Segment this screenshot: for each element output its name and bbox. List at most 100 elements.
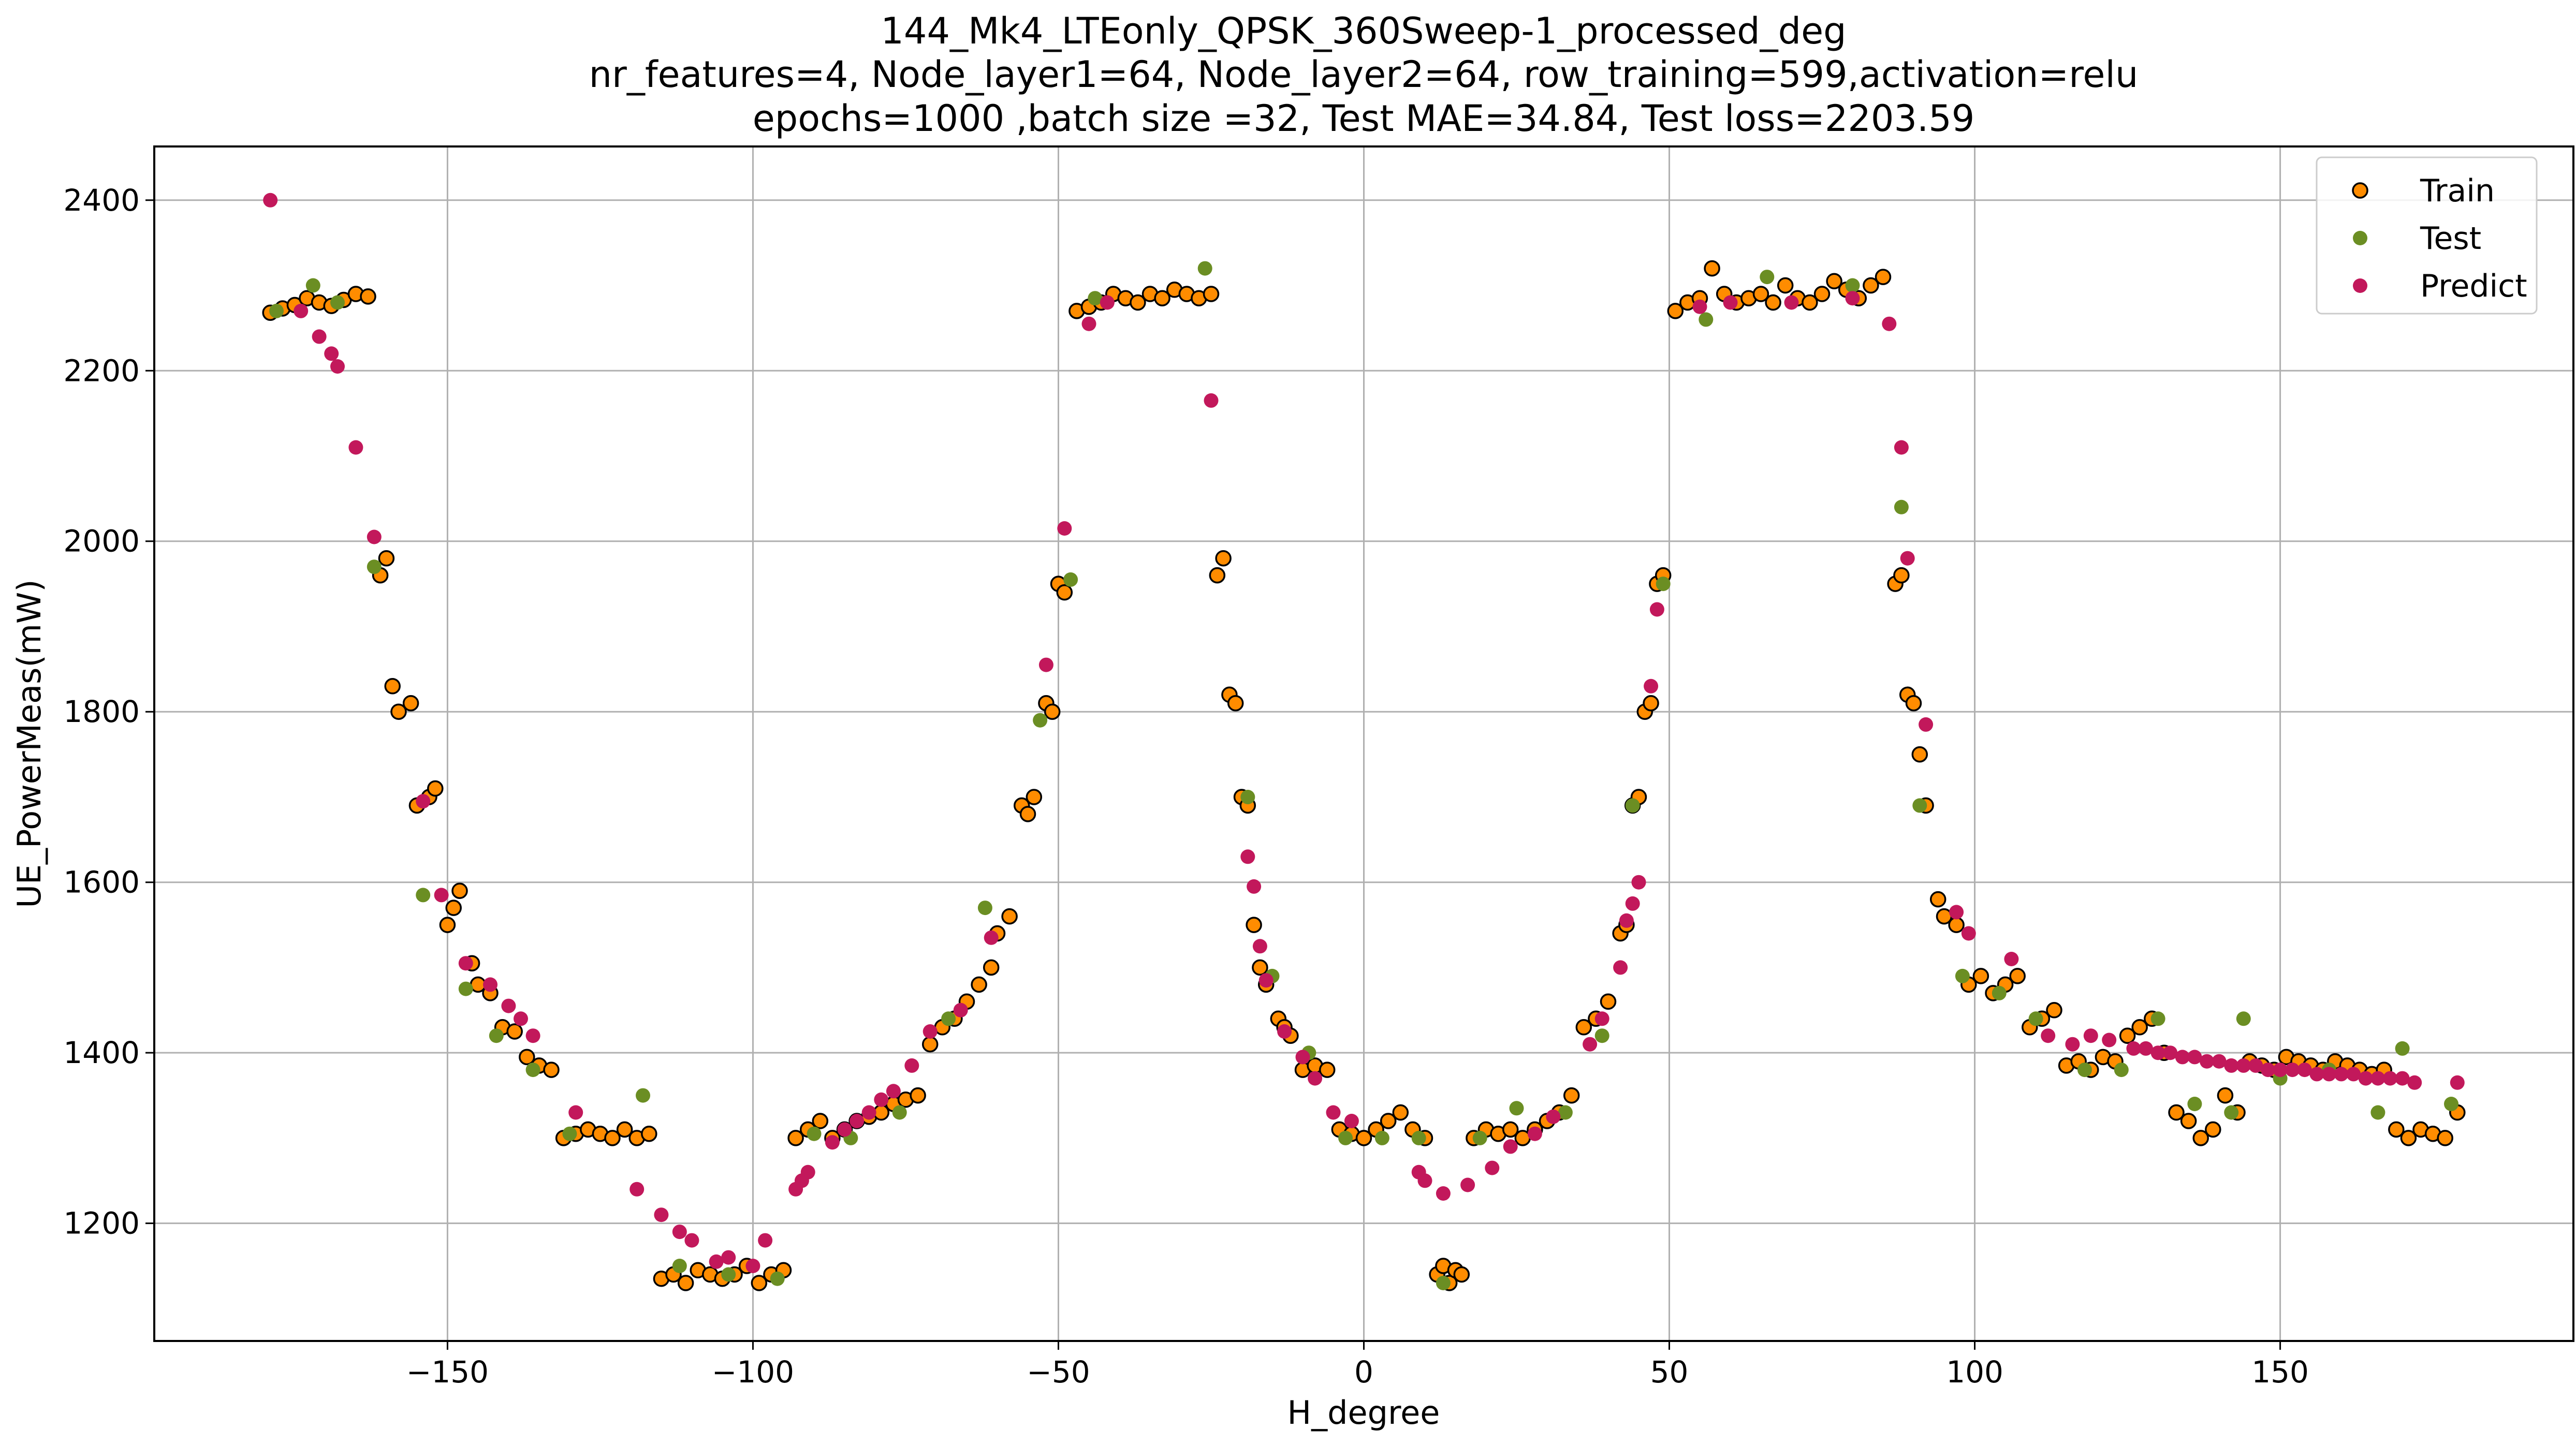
legend-marker-test (2353, 231, 2367, 245)
predict-point (984, 930, 999, 945)
predict-point (886, 1084, 901, 1099)
train-point (451, 882, 468, 899)
predict-point (2150, 1045, 2165, 1060)
predict-point (348, 440, 363, 455)
train-point (402, 695, 419, 712)
test-point (1411, 1130, 1426, 1145)
train-point (1600, 993, 1617, 1010)
x-axis-label: H_degree (1287, 1394, 1440, 1432)
predict-point (654, 1207, 669, 1222)
predict-point (953, 1002, 968, 1018)
test-point (977, 901, 992, 916)
train-point (2217, 1087, 2234, 1104)
test-point (367, 559, 382, 574)
test-point (1558, 1105, 1573, 1120)
y-tick-label: 2400 (63, 183, 140, 218)
test-point (2150, 1011, 2165, 1026)
predict-point (1057, 521, 1072, 536)
train-series (262, 260, 2466, 1291)
legend-label-test: Test (2420, 220, 2481, 257)
train-point (2119, 1027, 2136, 1044)
train-point (1929, 891, 1946, 908)
test-point (1656, 577, 1671, 592)
train-point (1019, 806, 1036, 822)
legend-box (2316, 156, 2538, 315)
train-point (1227, 695, 1244, 712)
predict-point (1784, 295, 1799, 310)
predict-point (501, 998, 516, 1013)
test-point (892, 1105, 907, 1120)
predict-point (2297, 1063, 2312, 1078)
predict-point (1308, 1071, 1323, 1086)
predict-point (1527, 1126, 1542, 1141)
chart-title-line-1: 144_Mk4_LTEonly_QPSK_360Sweep-1_processe… (881, 10, 1846, 52)
predict-point (1644, 679, 1659, 694)
train-point (971, 976, 987, 993)
train-point (677, 1275, 694, 1291)
test-point (2236, 1011, 2251, 1026)
test-point (1992, 985, 2007, 1000)
legend-marker-train (2352, 182, 2368, 199)
predict-point (709, 1254, 724, 1269)
test-point (1088, 291, 1103, 306)
test-point (2028, 1011, 2043, 1026)
train-point (812, 1113, 829, 1129)
train-point (1380, 1113, 1397, 1129)
test-point (807, 1126, 822, 1141)
train-point (910, 1087, 926, 1104)
plot-area-frame (153, 145, 2574, 1342)
y-tick-label: 1600 (63, 865, 140, 900)
chart-title-line-3: epochs=1000 ,batch size =32, Test MAE=34… (753, 97, 1975, 140)
train-point (2388, 1121, 2405, 1138)
predict-point (1882, 316, 1897, 331)
test-point (1197, 261, 1212, 276)
test-point (1436, 1276, 1451, 1290)
predict-point (1460, 1177, 1475, 1192)
train-point (1777, 277, 1794, 294)
predict-point (1503, 1139, 1518, 1154)
x-tick-label: 150 (2251, 1354, 2309, 1390)
grid-lines (154, 146, 2573, 1341)
test-point (2114, 1063, 2129, 1078)
predict-point (1619, 913, 1634, 928)
x-tick-label: 50 (1650, 1354, 1689, 1390)
train-point (641, 1125, 657, 1142)
predict-point (1295, 1050, 1310, 1065)
test-point (1845, 278, 1860, 293)
predict-point (1961, 926, 1976, 941)
train-point (384, 678, 401, 695)
predict-point (1247, 879, 1262, 894)
train-point (2009, 968, 2026, 984)
x-tick-label: −100 (712, 1354, 794, 1390)
train-point (1948, 917, 1965, 933)
train-point (2192, 1130, 2209, 1146)
train-point (519, 1049, 535, 1066)
train-point (1215, 550, 1232, 567)
predict-point (294, 303, 309, 318)
train-point (1575, 1019, 1592, 1036)
test-point (1912, 798, 1927, 813)
train-point (787, 1130, 804, 1146)
test-point (525, 1063, 540, 1078)
test-point (562, 1126, 577, 1141)
predict-point (2175, 1050, 2190, 1065)
predict-point (1583, 1037, 1598, 1052)
test-point (2444, 1097, 2458, 1111)
train-point (1752, 286, 1769, 302)
predict-point (2450, 1075, 2465, 1090)
train-point (2437, 1130, 2453, 1146)
test-point (1625, 798, 1640, 813)
predict-point (1081, 316, 1096, 331)
predict-point (367, 529, 382, 544)
y-axis-label: UE_PowerMeas(mW) (10, 579, 48, 908)
predict-point (1258, 973, 1274, 988)
predict-point (1613, 960, 1628, 975)
predict-point (1240, 849, 1255, 864)
train-point (2180, 1113, 2197, 1129)
train-point (1667, 303, 1684, 319)
train-point (1453, 1266, 1470, 1283)
predict-point (2212, 1054, 2227, 1069)
train-point (1972, 968, 1989, 984)
test-point (770, 1271, 785, 1286)
